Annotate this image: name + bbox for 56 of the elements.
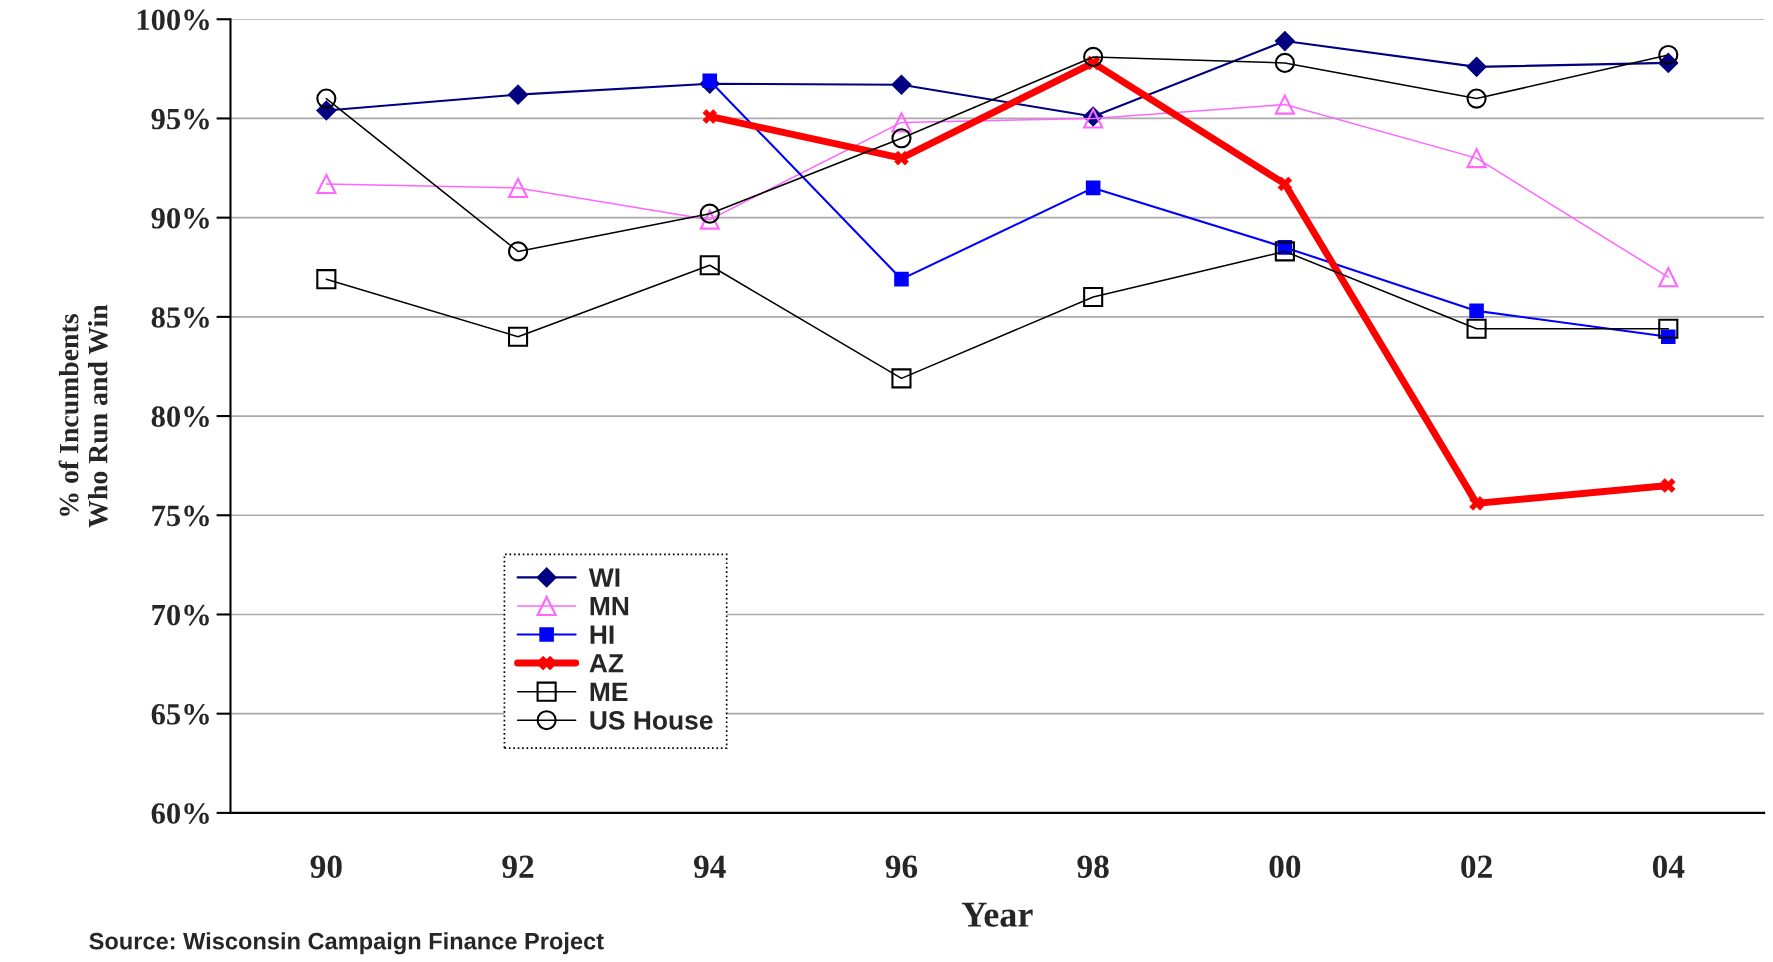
y-tick-label: 80% — [151, 406, 209, 428]
point — [316, 173, 337, 194]
point — [507, 177, 529, 198]
point — [1274, 31, 1295, 51]
x-tick-label: 04 — [1652, 855, 1685, 879]
x-tick-label: 90 — [310, 855, 342, 879]
point — [507, 241, 529, 262]
point — [1274, 241, 1295, 262]
point — [316, 88, 337, 109]
y-tick-label: 85% — [151, 307, 209, 328]
source-note: Source: Wisconsin Campaign Finance Project — [89, 932, 604, 955]
point — [1274, 52, 1295, 73]
point — [699, 203, 720, 224]
point — [316, 269, 337, 290]
point — [699, 209, 720, 230]
x-tick-label: 92 — [502, 855, 534, 879]
point — [891, 74, 912, 95]
point — [891, 368, 912, 389]
point — [699, 255, 720, 276]
point — [1083, 286, 1104, 308]
point — [507, 326, 529, 347]
y-axis-title: % of Incumbents Who Run and Win — [58, 304, 108, 528]
point — [891, 128, 912, 149]
point — [1274, 94, 1295, 115]
x-axis-title: Year — [961, 902, 1033, 927]
point — [508, 84, 528, 105]
y-tick-label: 75% — [152, 505, 209, 527]
x-tick-label: 94 — [694, 855, 726, 879]
legend-label: AZ — [589, 654, 624, 673]
y-tick-label: 95% — [151, 108, 209, 130]
x-tick-label: 00 — [1269, 855, 1301, 879]
point — [1466, 56, 1487, 77]
point — [891, 112, 912, 133]
point — [1658, 44, 1679, 66]
x-tick-label: 02 — [1461, 855, 1492, 879]
point — [1658, 318, 1679, 339]
x-tick-label: 96 — [885, 855, 918, 879]
point — [1658, 267, 1679, 288]
x-tick-label: 98 — [1077, 855, 1109, 879]
point — [1466, 318, 1487, 339]
y-tick-label: 70% — [152, 604, 209, 626]
point — [1085, 180, 1101, 196]
point — [894, 271, 909, 287]
y-tick-label: 65% — [151, 703, 209, 725]
point — [1083, 46, 1104, 68]
legend-label: WI — [588, 568, 620, 587]
legend-label: HI — [590, 625, 614, 644]
y-tick-label: 100% — [137, 9, 209, 31]
legend-label: MN — [590, 597, 629, 616]
point — [1469, 303, 1484, 319]
legend-label: ME — [590, 682, 628, 701]
y-tick-label: 90% — [151, 207, 209, 229]
y-tick-label: 60% — [151, 803, 209, 824]
point — [1466, 148, 1487, 169]
point — [1466, 88, 1487, 109]
legend-label: US House — [590, 711, 713, 730]
